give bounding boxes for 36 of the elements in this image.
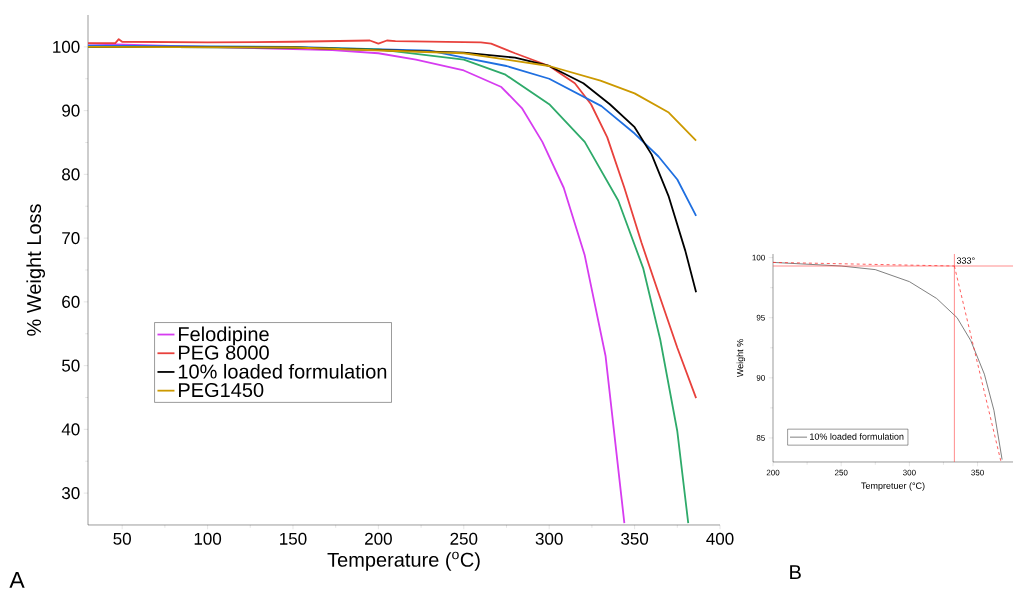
text: B <box>790 565 801 580</box>
x-tick-label: 300 <box>535 532 563 545</box>
x-tick-label: 250 <box>450 532 478 545</box>
y-tick-label: 100 <box>53 40 80 53</box>
y-axis-title: Weight % <box>736 339 746 378</box>
x-tick-label: 200 <box>365 532 392 545</box>
x-tick-label: 200 <box>766 469 780 476</box>
x-axis-title: Temperature ($^{o}$C) <box>327 551 480 571</box>
y-tick-label: 95 <box>756 314 765 321</box>
y-tick-label: 70 <box>62 232 80 245</box>
y-tick-label: 30 <box>61 487 80 500</box>
x-tick-label: 250 <box>834 469 848 476</box>
legend-label: PEG 8000 <box>179 345 269 360</box>
legend-label: 10% loaded formulation <box>178 363 387 379</box>
y-tick-label: 50 <box>62 359 80 372</box>
y-tick-label: 85 <box>756 435 765 441</box>
y-axis-title: % Weight Loss <box>26 204 46 336</box>
x-tick-label: 50 <box>113 532 131 545</box>
legend-label: Felodipine <box>179 326 269 346</box>
x-tick-label: 150 <box>280 532 307 545</box>
x-tick-label: 100 <box>194 532 222 545</box>
y-tick-label: 90 <box>756 374 765 381</box>
y-tick-label: 90 <box>62 104 80 117</box>
text: A <box>9 571 25 588</box>
x-tick-label: 300 <box>903 469 916 476</box>
y-tick-label: 40 <box>61 423 80 436</box>
y-tick-label: 100 <box>752 254 765 261</box>
annotation: 333° <box>956 257 975 264</box>
x-tick-label: 350 <box>971 469 984 476</box>
y-tick-label: 80 <box>62 168 80 181</box>
legend-label: PEG1450 <box>179 382 264 398</box>
x-tick-label: 400 <box>706 532 734 545</box>
legend-label: 10% loaded formulation <box>810 433 904 440</box>
y-tick-label: 60 <box>62 295 80 308</box>
x-tick-label: 350 <box>621 532 649 545</box>
x-axis-title: Tempretuer (°C) <box>861 482 925 491</box>
